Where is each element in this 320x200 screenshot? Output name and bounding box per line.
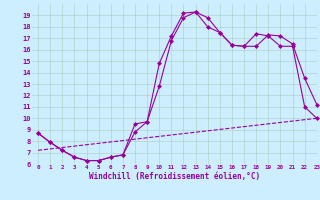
X-axis label: Windchill (Refroidissement éolien,°C): Windchill (Refroidissement éolien,°C) bbox=[89, 172, 260, 181]
